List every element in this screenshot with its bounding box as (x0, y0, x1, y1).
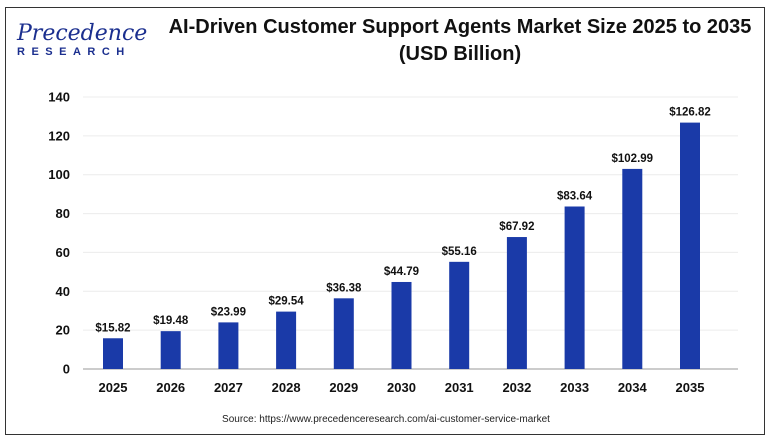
subtitle-line: (USD Billion) (398, 43, 522, 65)
bar-2033 (564, 206, 585, 369)
logo: Precedence RESEARCH (17, 23, 147, 59)
y-tick-label: 100 (48, 167, 70, 182)
x-tick-label: 2025 (99, 380, 128, 395)
x-tick-label: 2029 (329, 380, 358, 395)
data-label: $55.16 (442, 246, 477, 258)
data-label: $67.92 (499, 221, 534, 233)
data-label: $23.99 (211, 306, 246, 318)
data-label: $29.54 (269, 296, 305, 308)
data-label: $83.64 (557, 190, 593, 202)
y-tick-label: 20 (56, 323, 70, 338)
y-tick-label: 120 (48, 128, 70, 143)
x-tick-label: 2028 (272, 380, 301, 395)
chart-title: AI-Driven Customer Support Agents Market… (150, 14, 770, 68)
data-label: $126.82 (669, 107, 711, 119)
data-label: $19.48 (153, 315, 189, 327)
bar-2035 (680, 122, 700, 369)
data-label: $15.82 (95, 322, 130, 334)
y-tick-label: 140 (48, 90, 70, 105)
data-label: $102.99 (612, 153, 654, 165)
x-tick-label: 2030 (387, 380, 416, 395)
bar-2026 (160, 331, 181, 369)
bar-2032 (506, 237, 527, 369)
bar-2029 (333, 298, 354, 369)
bar-2025 (103, 338, 123, 369)
x-tick-label: 2026 (156, 380, 185, 395)
logo-wordmark: Precedence (17, 21, 148, 46)
y-tick-label: 80 (56, 206, 70, 221)
data-label: $36.38 (326, 282, 362, 294)
x-tick-label: 2033 (560, 380, 589, 395)
bar-2034 (622, 168, 643, 369)
chart-frame (5, 7, 765, 435)
x-tick-label: 2034 (618, 380, 648, 395)
bar-2028 (276, 311, 297, 369)
bar-2030 (391, 281, 412, 369)
data-label: $44.79 (384, 266, 419, 278)
y-tick-label: 60 (56, 245, 70, 260)
logo-subtext: RESEARCH (17, 46, 131, 58)
bar-2027 (218, 322, 239, 369)
x-tick-label: 2035 (676, 380, 705, 395)
y-tick-label: 40 (56, 284, 70, 299)
title-line: AI-Driven Customer Support Agents Market… (168, 16, 752, 38)
x-tick-label: 2031 (445, 380, 474, 395)
y-tick-label: 0 (63, 362, 70, 377)
x-tick-label: 2032 (502, 380, 531, 395)
x-tick-label: 2027 (214, 380, 243, 395)
bar-2031 (449, 261, 470, 369)
source-note: Source: https://www.precedenceresearch.c… (222, 414, 550, 425)
